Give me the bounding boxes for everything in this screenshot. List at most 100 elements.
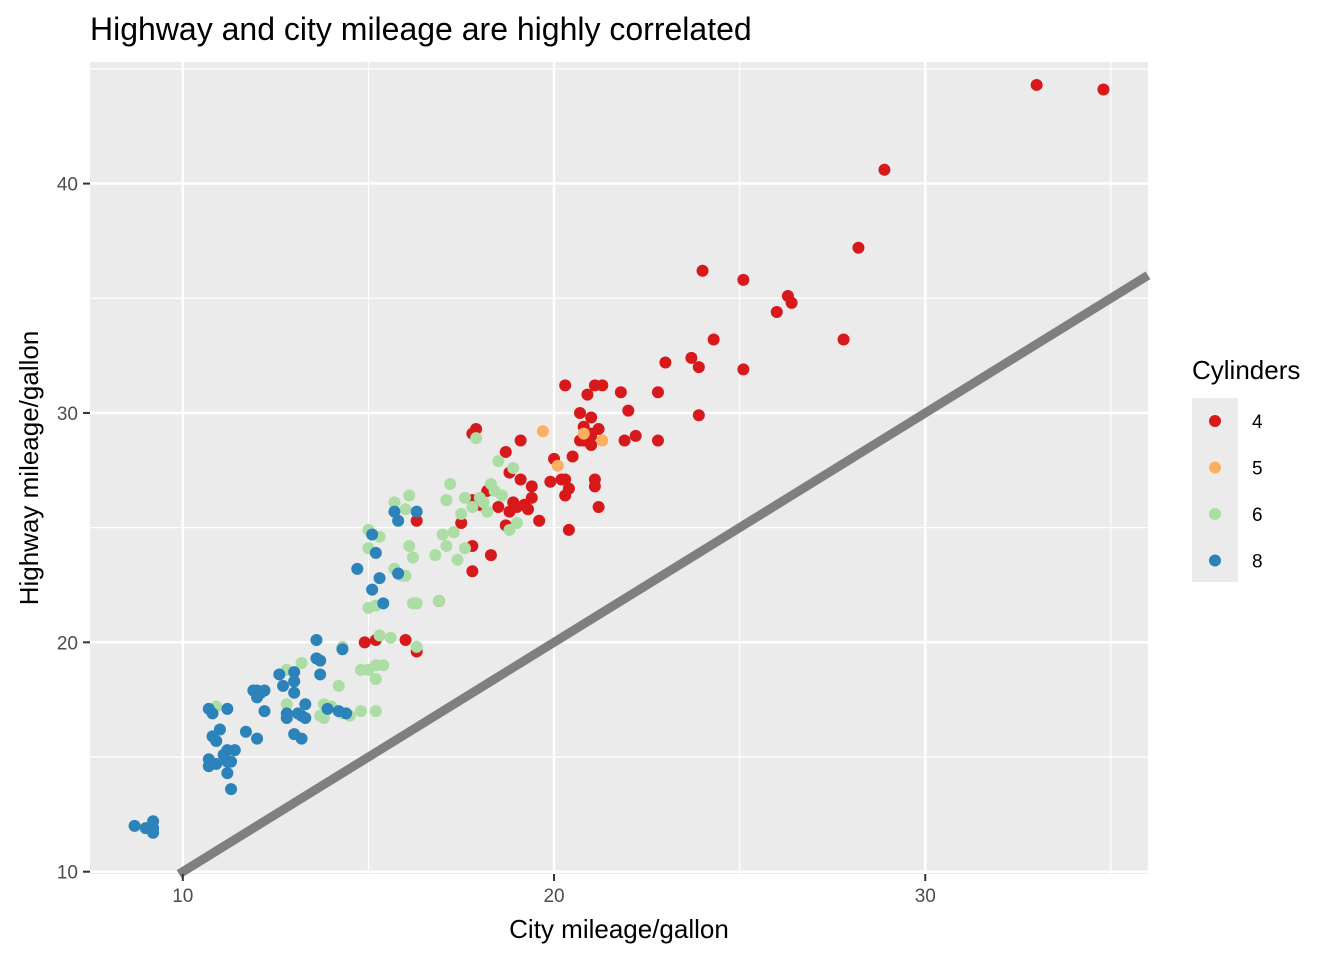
- plot-panel: [90, 62, 1148, 874]
- data-point-cyl-4: [585, 411, 598, 424]
- data-point-cyl-4: [837, 333, 850, 346]
- data-point-cyl-4: [514, 434, 527, 447]
- legend-label: 8: [1252, 552, 1263, 573]
- data-point-cyl-8: [351, 562, 364, 575]
- data-point-cyl-4: [484, 549, 497, 562]
- data-point-cyl-6: [403, 539, 416, 552]
- data-point-cyl-6: [503, 523, 516, 536]
- data-point-cyl-4: [592, 500, 605, 513]
- data-point-cyl-8: [221, 755, 234, 768]
- data-point-cyl-4: [399, 634, 412, 647]
- data-point-cyl-8: [366, 528, 379, 541]
- data-point-cyl-4: [525, 480, 538, 493]
- data-point-cyl-8: [225, 783, 238, 796]
- data-point-cyl-8: [321, 702, 334, 715]
- data-point-cyl-8: [373, 572, 386, 585]
- data-point-cyl-6: [455, 507, 468, 520]
- y-axis-title: Highway mileage/gallon: [14, 331, 44, 606]
- data-point-cyl-8: [206, 707, 219, 720]
- chart-title: Highway and city mileage are highly corr…: [90, 11, 752, 47]
- data-point-cyl-6: [440, 494, 453, 507]
- data-point-cyl-6: [481, 505, 494, 518]
- data-point-cyl-4: [544, 475, 557, 488]
- data-point-cyl-6: [477, 496, 490, 509]
- data-point-cyl-4: [559, 379, 572, 392]
- data-points: [128, 78, 1110, 839]
- data-point-cyl-8: [273, 668, 286, 681]
- legend-key-cyl-5: [1209, 461, 1221, 474]
- data-point-cyl-6: [354, 663, 367, 676]
- data-point-cyl-8: [314, 668, 327, 681]
- y-tick-label: 20: [57, 633, 78, 654]
- data-point-cyl-8: [299, 698, 312, 711]
- data-point-cyl-6: [280, 698, 293, 711]
- data-point-cyl-4: [522, 503, 535, 516]
- data-point-cyl-8: [202, 760, 215, 773]
- legend: 4 5 6 8: [1209, 412, 1263, 573]
- data-point-cyl-4: [410, 514, 423, 527]
- data-point-cyl-5: [551, 459, 564, 472]
- data-point-cyl-4: [559, 489, 572, 502]
- data-point-cyl-8: [288, 675, 301, 688]
- data-point-cyl-4: [685, 351, 698, 364]
- data-point-cyl-4: [651, 434, 664, 447]
- data-point-cyl-8: [277, 679, 290, 692]
- data-point-cyl-6: [451, 553, 464, 566]
- data-point-cyl-4: [562, 523, 575, 536]
- data-point-cyl-8: [221, 702, 234, 715]
- data-point-cyl-6: [406, 551, 419, 564]
- data-point-cyl-6: [295, 656, 308, 669]
- data-point-cyl-4: [707, 333, 720, 346]
- data-point-cyl-4: [566, 450, 579, 463]
- data-point-cyl-5: [577, 427, 590, 440]
- data-point-cyl-4: [614, 386, 627, 399]
- data-point-cyl-8: [299, 712, 312, 725]
- data-point-cyl-8: [295, 732, 308, 745]
- data-point-cyl-4: [455, 517, 468, 530]
- data-point-cyl-6: [384, 631, 397, 644]
- data-point-cyl-8: [340, 707, 353, 720]
- data-point-cyl-6: [496, 489, 509, 502]
- minor-grid: [90, 62, 1148, 874]
- data-point-cyl-8: [310, 634, 323, 647]
- data-point-cyl-4: [651, 386, 664, 399]
- data-point-cyl-4: [555, 473, 568, 486]
- data-point-cyl-6: [354, 705, 367, 718]
- data-point-cyl-6: [369, 705, 382, 718]
- data-point-cyl-6: [388, 496, 401, 509]
- data-point-cyl-4: [574, 406, 587, 419]
- data-point-cyl-4: [696, 264, 709, 277]
- data-point-cyl-4: [737, 273, 750, 286]
- data-point-cyl-5: [596, 434, 609, 447]
- y-tick-label: 40: [57, 175, 78, 196]
- major-grid: [90, 62, 1148, 874]
- data-point-cyl-6: [466, 500, 479, 513]
- data-point-cyl-6: [440, 539, 453, 552]
- data-point-cyl-6: [432, 595, 445, 608]
- data-point-cyl-8: [392, 514, 405, 527]
- data-point-cyl-8: [288, 686, 301, 699]
- data-point-cyl-6: [458, 542, 471, 555]
- data-point-cyl-8: [251, 732, 264, 745]
- data-point-cyl-6: [507, 462, 520, 474]
- data-point-cyl-6: [470, 432, 483, 445]
- data-point-cyl-6: [373, 629, 386, 642]
- legend-key-cyl-8: [1209, 554, 1221, 567]
- data-point-cyl-4: [525, 491, 538, 504]
- data-point-cyl-6: [447, 526, 460, 539]
- data-point-cyl-4: [492, 500, 505, 513]
- data-point-cyl-6: [362, 601, 375, 614]
- data-point-cyl-4: [358, 636, 371, 649]
- x-tick-label: 30: [915, 886, 936, 907]
- legend-key-cyl-6: [1209, 508, 1221, 520]
- data-point-cyl-4: [514, 473, 527, 486]
- data-point-cyl-4: [878, 163, 891, 176]
- data-point-cyl-8: [392, 567, 405, 580]
- data-point-cyl-6: [317, 712, 330, 725]
- data-point-cyl-6: [369, 673, 382, 686]
- data-point-cyl-4: [588, 480, 601, 493]
- data-point-cyl-6: [410, 640, 423, 653]
- data-point-cyl-8: [388, 505, 401, 518]
- data-point-cyl-4: [852, 241, 865, 254]
- data-point-cyl-6: [458, 491, 471, 504]
